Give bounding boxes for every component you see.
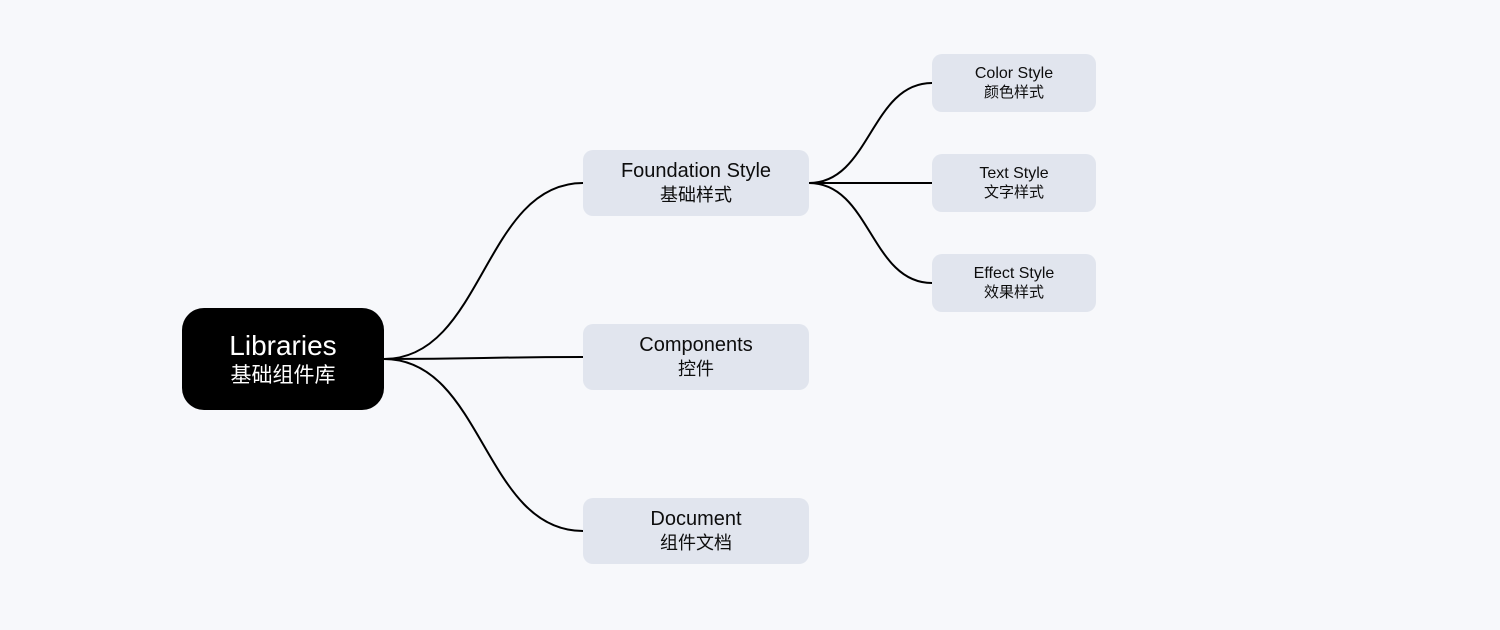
edge xyxy=(809,183,932,283)
node-components-title-zh: 控件 xyxy=(678,358,714,381)
node-text-style: Text Style 文字样式 xyxy=(932,154,1096,212)
mindmap-canvas: Libraries 基础组件库 Foundation Style 基础样式 Co… xyxy=(0,0,1500,630)
node-document-title-en: Document xyxy=(650,507,741,532)
node-text-style-title-zh: 文字样式 xyxy=(984,184,1044,203)
node-effect-style-title-en: Effect Style xyxy=(974,264,1055,284)
node-document-title-zh: 组件文档 xyxy=(660,532,732,555)
node-root-title-zh: 基础组件库 xyxy=(231,363,336,389)
node-color-style-title-en: Color Style xyxy=(975,64,1053,84)
node-text-style-title-en: Text Style xyxy=(979,164,1048,184)
node-color-style: Color Style 颜色样式 xyxy=(932,54,1096,112)
node-root-title-en: Libraries xyxy=(229,328,336,363)
node-effect-style-title-zh: 效果样式 xyxy=(984,284,1044,303)
node-color-style-title-zh: 颜色样式 xyxy=(984,84,1044,103)
node-components-title-en: Components xyxy=(639,333,752,358)
edge xyxy=(384,357,583,359)
edge xyxy=(809,83,932,183)
edge xyxy=(384,183,583,359)
node-foundation: Foundation Style 基础样式 xyxy=(583,150,809,216)
node-foundation-title-en: Foundation Style xyxy=(621,159,771,184)
node-effect-style: Effect Style 效果样式 xyxy=(932,254,1096,312)
node-document: Document 组件文档 xyxy=(583,498,809,564)
edge xyxy=(384,359,583,531)
node-foundation-title-zh: 基础样式 xyxy=(660,184,732,207)
node-components: Components 控件 xyxy=(583,324,809,390)
node-root: Libraries 基础组件库 xyxy=(182,308,384,410)
